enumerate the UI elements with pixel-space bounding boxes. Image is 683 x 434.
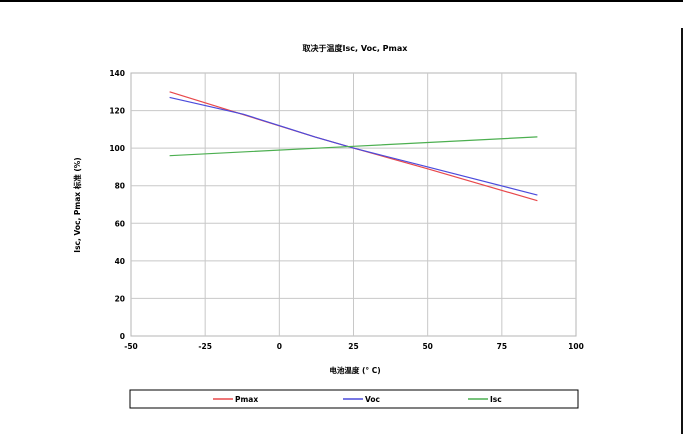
y-tick-label: 100	[109, 144, 125, 153]
series-line-voc	[169, 96, 538, 196]
y-tick-label: 40	[115, 257, 125, 266]
x-tick-label: 50	[422, 342, 432, 351]
series-line-isc	[169, 136, 538, 157]
y-tick-label: 120	[109, 107, 125, 116]
legend: Pmax Voc Isc	[213, 395, 502, 404]
x-tick-label: 75	[497, 342, 507, 351]
x-tick-label: 100	[568, 342, 584, 351]
y-tick-label: 20	[115, 294, 125, 303]
y-tick-label: 80	[115, 182, 125, 191]
y-axis-label: Isc, Voc, Pmax 标准 (%)	[72, 157, 82, 252]
x-tick-label: -50	[124, 342, 138, 351]
y-tick-label: 60	[115, 219, 125, 228]
legend-label-voc: Voc	[365, 395, 380, 404]
x-tick-label: 25	[348, 342, 358, 351]
series-lines	[169, 91, 538, 202]
legend-label-isc: Isc	[490, 395, 502, 404]
right-border	[681, 28, 683, 434]
top-border	[0, 0, 683, 2]
x-axis-ticks: -50 -25 0 25 50 75 100	[124, 342, 584, 351]
y-tick-label: 140	[109, 69, 125, 78]
legend-label-pmax: Pmax	[235, 395, 258, 404]
y-axis-ticks: 0 20 40 60 80 100 120 140	[109, 69, 125, 341]
x-tick-label: -25	[198, 342, 212, 351]
x-tick-label: 0	[277, 342, 282, 351]
y-tick-label: 0	[120, 332, 125, 341]
x-axis-label: 电池温度 (° C)	[329, 365, 380, 375]
chart-title: 取决于温度Isc, Voc, Pmax	[303, 43, 409, 53]
